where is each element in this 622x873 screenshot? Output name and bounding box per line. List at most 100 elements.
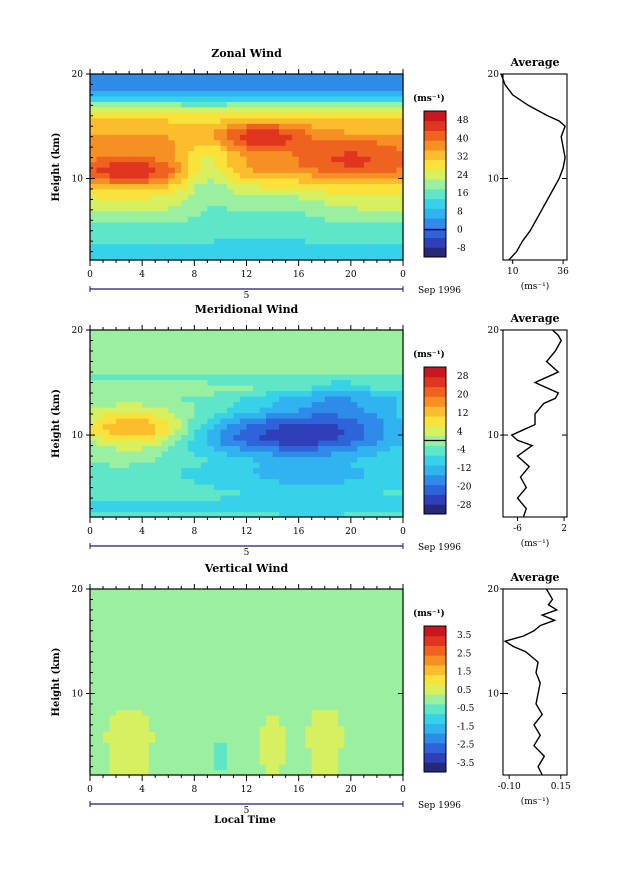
- heatmap-cell: [298, 194, 306, 201]
- heatmap-cell: [279, 368, 287, 375]
- heatmap-cell: [148, 112, 156, 119]
- heatmap-cell: [135, 764, 143, 771]
- heatmap-cell: [109, 736, 117, 743]
- heatmap-cell: [142, 632, 150, 639]
- heatmap-cell: [285, 698, 293, 705]
- heatmap-cell: [103, 725, 111, 732]
- heatmap-cell: [109, 139, 117, 146]
- heatmap-cell: [318, 692, 326, 700]
- heatmap-cell: [344, 352, 352, 359]
- heatmap-cell: [161, 687, 169, 694]
- heatmap-cell: [168, 84, 176, 92]
- heatmap-cell: [116, 462, 124, 469]
- heatmap-cell: [246, 478, 254, 485]
- heatmap-cell: [213, 605, 222, 612]
- heatmap-cell: [279, 418, 287, 425]
- heatmap-cell: [129, 769, 137, 776]
- heatmap-cell: [220, 495, 228, 502]
- heatmap-cell: [187, 183, 195, 190]
- heatmap-cell: [90, 95, 98, 102]
- heatmap-cell: [239, 643, 248, 650]
- heatmap-cell: [298, 205, 306, 212]
- heatmap-cell: [148, 660, 156, 667]
- heatmap-cell: [122, 731, 130, 738]
- heatmap-cell: [200, 352, 208, 359]
- heatmap-cell: [311, 385, 319, 392]
- heatmap-cell: [155, 709, 163, 716]
- heatmap-cell: [279, 363, 287, 370]
- heatmap-cell: [239, 95, 248, 102]
- heatmap-cell: [220, 731, 228, 738]
- heatmap-cell: [311, 682, 319, 689]
- heatmap-cell: [174, 145, 182, 152]
- heatmap-cell: [226, 589, 235, 596]
- heatmap-cell: [239, 473, 248, 480]
- heatmap-cell: [350, 156, 358, 163]
- heatmap-cell: [246, 605, 254, 612]
- heatmap-cell: [116, 687, 124, 694]
- heatmap-cell: [226, 682, 235, 689]
- heatmap-cell: [96, 330, 104, 337]
- heatmap-cell: [135, 249, 143, 256]
- heatmap-cell: [174, 434, 182, 441]
- heatmap-cell: [194, 249, 202, 256]
- heatmap-cell: [370, 418, 378, 425]
- heatmap-cell: [155, 731, 163, 738]
- heatmap-cell: [200, 489, 208, 496]
- heatmap-cell: [148, 467, 156, 474]
- heatmap-cell: [272, 95, 280, 102]
- heatmap-cell: [213, 610, 222, 617]
- heatmap-cell: [324, 374, 332, 381]
- heatmap-cell: [155, 401, 163, 408]
- heatmap-cell: [337, 589, 345, 596]
- heatmap-cell: [253, 665, 261, 672]
- heatmap-cell: [376, 451, 385, 458]
- heatmap-cell: [122, 128, 130, 135]
- heatmap-cell: [363, 385, 371, 392]
- heatmap-cell: [363, 594, 371, 601]
- heatmap-cell: [194, 440, 202, 447]
- heatmap-cell: [305, 128, 313, 135]
- heatmap-cell: [292, 117, 300, 124]
- heatmap-cell: [194, 671, 202, 678]
- heatmap-cell: [187, 506, 195, 513]
- heatmap-cell: [155, 335, 163, 342]
- heatmap-cell: [161, 506, 169, 513]
- heatmap-cell: [148, 692, 156, 700]
- heatmap-cell: [135, 379, 143, 386]
- heatmap-cell: [305, 610, 313, 617]
- heatmap-cell: [116, 473, 124, 480]
- heatmap-cell: [161, 227, 169, 234]
- heatmap-cell: [220, 478, 228, 485]
- heatmap-cell: [148, 599, 156, 607]
- heatmap-cell: [383, 456, 391, 463]
- heatmap-cell: [292, 434, 300, 441]
- heatmap-cell: [337, 731, 345, 738]
- heatmap-cell: [148, 473, 156, 480]
- heatmap-cell: [344, 473, 352, 480]
- heatmap-cell: [337, 188, 345, 195]
- heatmap-cell: [318, 594, 326, 601]
- heatmap-cell: [285, 599, 293, 607]
- heatmap-cell: [318, 720, 326, 727]
- heatmap-cell: [246, 188, 254, 195]
- heatmap-cell: [142, 379, 150, 386]
- heatmap-cell: [272, 161, 280, 168]
- heatmap-cell: [109, 374, 117, 381]
- heatmap-cell: [148, 478, 156, 485]
- heatmap-cell: [168, 150, 176, 157]
- heatmap-cell: [233, 638, 241, 645]
- heatmap-cell: [337, 478, 345, 485]
- heatmap-cell: [318, 90, 326, 97]
- heatmap-cell: [109, 434, 117, 441]
- heatmap-cell: [305, 429, 313, 436]
- heatmap-cell: [266, 489, 274, 496]
- heatmap-cell: [311, 167, 319, 174]
- heatmap-cell: [376, 407, 385, 414]
- heatmap-cell: [311, 451, 319, 458]
- heatmap-cell: [161, 638, 169, 645]
- heatmap-cell: [253, 90, 261, 97]
- heatmap-cell: [96, 714, 104, 721]
- heatmap-cell: [376, 467, 385, 474]
- heatmap-cell: [233, 753, 241, 760]
